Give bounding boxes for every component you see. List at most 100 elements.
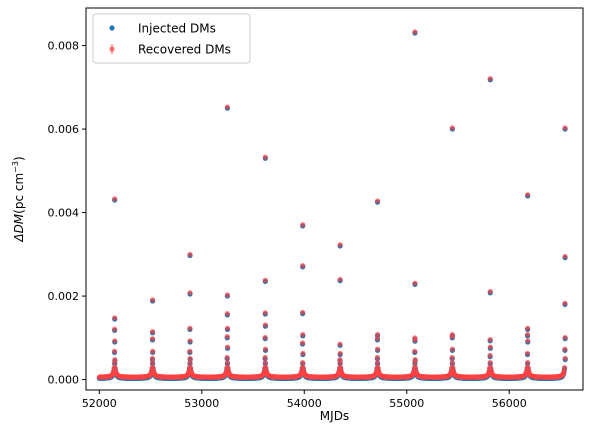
recovered-point [525,359,531,366]
recovered-point [224,334,230,340]
recovered-point [374,336,381,342]
recovered-point [449,125,455,131]
recovered-point [149,336,156,342]
recovered-point [374,359,381,366]
recovered-point [337,242,343,248]
x-axis-label: MJDs [320,409,349,423]
y-axis-label: ΔDM(pc cm−3) [11,156,26,242]
x-axis-ticks: 52000 53000 54000 55000 56000 [82,390,527,410]
recovered-point [224,359,231,366]
x-tick-label: 56000 [492,397,527,410]
recovered-point [524,350,531,356]
injected-points [96,30,568,381]
recovered-point [449,354,455,361]
y-axis-ticks: 0.000 0.002 0.004 0.006 0.008 [48,40,86,387]
recovered-point [412,356,418,363]
recovered-point [487,359,493,366]
y-axis-label-exp: −3 [11,161,20,173]
recovered-points [96,29,568,380]
recovered-point [562,125,568,131]
recovered-point [562,355,568,361]
recovered-point [524,331,531,338]
recovered-point [149,355,156,361]
recovered-point [150,329,156,335]
recovered-point [112,315,118,321]
recovered-point [262,334,268,341]
recovered-point [487,352,493,358]
legend-marker-recovered [109,46,115,52]
recovered-point [337,356,343,363]
recovered-point [375,346,381,352]
recovered-point [562,334,568,341]
recovered-point [187,338,193,344]
recovered-point [262,310,268,316]
recovered-point [562,346,568,352]
recovered-point [299,340,306,346]
recovered-point [224,325,231,331]
recovered-point [187,325,193,331]
recovered-point [187,251,193,257]
recovered-point [224,344,231,350]
recovered-point [412,29,418,35]
x-tick-label: 52000 [82,397,117,410]
recovered-point [374,354,380,361]
recovered-point [525,325,531,331]
recovered-point [487,344,493,350]
recovered-point [300,222,306,228]
recovered-point [112,196,118,202]
recovered-point [487,76,493,82]
recovered-point [224,104,231,110]
y-tick-label: 0.008 [48,40,80,53]
recovered-point [374,198,381,204]
recovered-point [412,337,418,343]
recovered-point [412,280,418,286]
recovered-point [224,311,230,317]
recovered-point [262,359,268,366]
recovered-point [562,300,568,306]
plot-frame [85,7,584,391]
recovered-point [300,263,306,269]
legend-label-recovered: Recovered DMs [138,43,231,57]
recovered-point [300,309,306,315]
recovered-point [300,359,306,366]
x-tick-label: 55000 [389,397,424,410]
recovered-point [562,253,568,260]
legend-box [92,13,251,64]
recovered-point [112,338,118,344]
recovered-point [112,326,118,332]
recovered-point [374,331,381,338]
x-tick-label: 54000 [287,397,322,410]
recovered-point [262,277,268,283]
recovered-point [300,350,306,356]
recovered-point [187,359,193,366]
recovered-point [561,365,568,371]
recovered-point [262,354,268,361]
recovered-point [262,322,269,328]
recovered-point [300,331,306,338]
recovered-point [525,192,531,198]
recovered-point [487,288,493,295]
recovered-point [262,346,269,352]
recovered-point [337,341,343,347]
y-tick-label: 0.004 [48,207,80,220]
recovered-point [224,354,230,361]
legend: Injected DMs Recovered DMs [92,13,251,64]
recovered-point [412,348,418,354]
recovered-point [112,356,118,363]
recovered-point [111,348,118,354]
recovered-point [150,297,156,303]
legend-label-injected: Injected DMs [138,22,216,36]
y-axis-label-units: (pc cm [12,173,26,214]
recovered-point [187,290,193,296]
recovered-point [150,359,156,366]
recovered-point [187,355,193,361]
recovered-point [449,359,455,366]
recovered-point [224,292,231,298]
y-axis-label-math: ΔDM [12,213,26,242]
recovered-point [150,348,156,354]
y-tick-label: 0.002 [48,290,80,303]
y-tick-label: 0.006 [48,123,80,136]
recovered-point [337,350,343,356]
x-tick-label: 53000 [184,397,219,410]
